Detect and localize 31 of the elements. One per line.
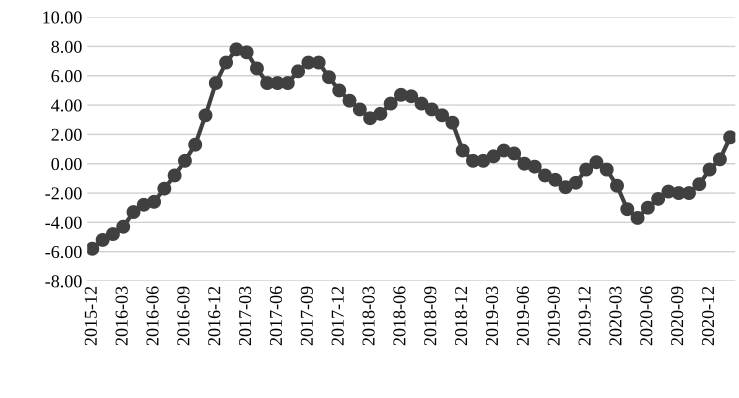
x-tick-label: 2016-09 [177,286,190,346]
y-tick-label: -2.00 [45,187,82,200]
x-tick-label: 2016-03 [116,286,128,346]
y-tick-label: 8.00 [51,40,82,53]
x-tick-label: 2020-09 [671,286,684,346]
x-tick-label: 2017-12 [332,286,344,346]
x-tick-label: 2018-09 [424,286,436,346]
y-tick-label: -4.00 [45,216,82,229]
x-tick-label: 2016-12 [208,286,220,346]
x-tick-label: 2019-06 [516,286,529,346]
x-tick-label: 2020-06 [640,286,652,346]
x-tick-label: 2018-03 [362,286,375,346]
x-tick-label: 2017-06 [270,286,282,346]
x-tick-label: 2017-03 [238,286,252,346]
x-tick-label: 2018-06 [393,286,406,346]
y-tick-label: 10.00 [43,11,82,24]
y-tick-label: 6.00 [52,70,82,82]
y-tick-label: 0.00 [51,158,82,170]
x-tick-label: 2015-12 [84,286,97,346]
x-tick-label: 2020-03 [609,286,622,346]
x-tick-label: 2019-09 [548,286,560,346]
x-tick-label: 2016-06 [146,286,159,346]
x-tick-label: 2020-12 [702,286,714,346]
x-tick-label: 2019-03 [486,286,498,346]
y-tick-label: -8.00 [45,275,82,288]
y-tick-label: -6.00 [45,246,82,258]
y-tick-label: 4.00 [51,99,82,112]
y-tick-label: 2.00 [52,128,82,141]
x-tick-label: 2017-09 [300,286,313,346]
x-tick-label: 2018-12 [455,286,468,346]
x-tick-label: 2019-12 [578,286,591,346]
